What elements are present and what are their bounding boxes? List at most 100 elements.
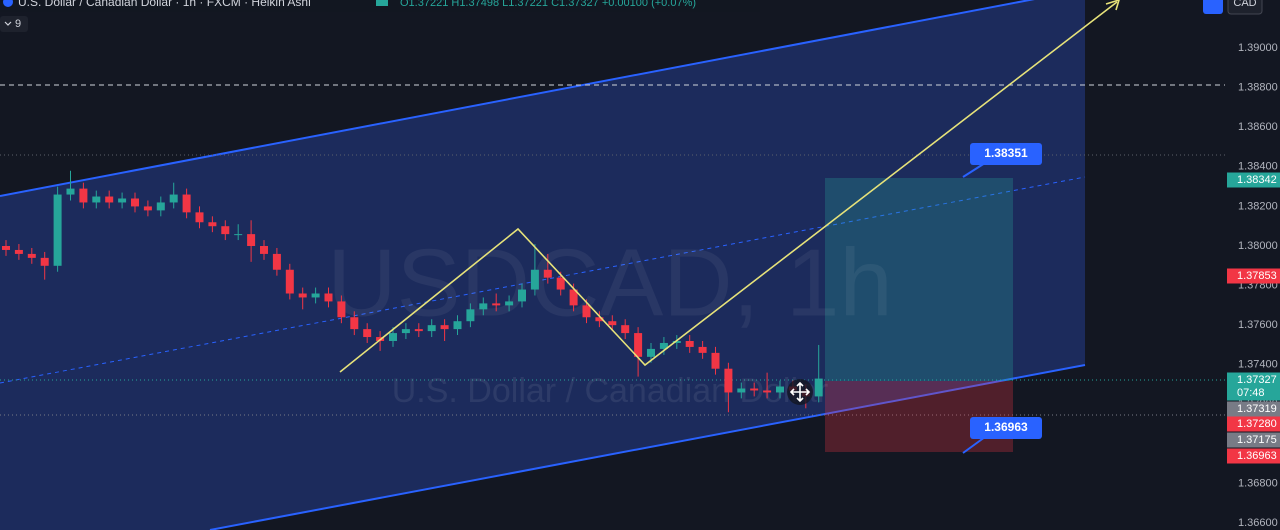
candle-body [156,202,165,211]
channel-upper [0,0,1035,197]
candle-body [66,188,75,195]
candle-body [698,346,707,353]
candle-body [440,325,449,330]
arrow-head [1105,0,1120,11]
alert-button[interactable] [1203,0,1223,14]
candle-body [414,329,423,332]
y-tick-label: 1.38800 [1238,82,1278,94]
watermark-symbol: USDCAD, 1h [327,229,893,336]
price-tag: 1.38342 [1237,174,1277,186]
axis-labels: 1.39000 1.38800 1.38600 1.38400 1.38200 1.380… [1227,42,1280,529]
candle-body [350,317,359,330]
target-label-bg [970,143,1042,165]
currency-label: CAD [1233,0,1256,9]
candle-body [169,194,178,203]
candle-body [518,289,526,302]
candle-body [92,196,101,203]
candle-body [337,301,346,318]
candle-body [79,188,88,203]
candle-body [298,293,307,298]
indicator-count: 9 [15,18,21,30]
candle-body [195,212,204,223]
candle-body [530,269,539,290]
candle-body [595,317,604,322]
label-pointer [962,162,986,178]
y-tick-label: 1.38200 [1238,200,1278,212]
candle-body [182,194,191,213]
position-loss [825,381,1013,452]
candle-body [737,388,746,393]
y-tick-label: 1.36600 [1238,517,1278,529]
candle-body [582,305,591,318]
candle-body [311,293,320,298]
position-profit [825,178,1013,381]
price-tag: 1.37175 [1237,434,1277,446]
candle-body [14,249,23,254]
candle-body [53,194,62,266]
candle-body [659,342,668,349]
price-tag: 1.37280 [1237,418,1277,430]
stop-label-bg [970,417,1042,439]
price-tag-bg [1227,172,1280,188]
pattern-drawing [339,1,1118,373]
indicators-toggle[interactable] [0,16,28,32]
candle-body [711,352,720,369]
candle-body [569,289,578,306]
price-tag-bg [1227,401,1280,417]
candle-body [453,321,462,330]
candle-body [505,301,514,306]
candle-body [234,234,243,236]
channel-mid [0,176,1086,384]
candle-body [427,325,436,332]
y-tick-label: 1.37600 [1238,319,1278,331]
candle-body [143,206,152,211]
candle-body [776,386,784,393]
price-tag-bg [1227,448,1280,464]
candle-body [492,303,501,306]
watermark-name: U.S. Dollar / Canadian Dollar [392,372,829,410]
candle-body [401,329,410,334]
candle-body [363,329,372,338]
candle-body [763,390,772,393]
channel-lower [209,364,1086,530]
ohlc-legend: O1.37221 H1.37498 L1.37221 C1.37327 +0.0… [400,0,696,9]
candle-body [647,348,655,357]
y-tick-label: 1.38600 [1238,121,1278,133]
y-tick-label: 1.38400 [1238,161,1278,173]
candle-body [118,198,127,203]
price-tag: 1.37853 [1237,270,1277,282]
candle-body [724,368,733,393]
candle-body [634,333,643,357]
y-tick-label: 1.38000 [1238,240,1278,252]
candles [2,170,823,413]
candle-body [543,269,552,278]
price-tag-bg [1227,432,1280,448]
candle-body [672,340,681,343]
candle-body [221,226,230,235]
price-tag-bg [1227,372,1280,401]
symbol-title: U.S. Dollar / Canadian Dollar · 1h · FXC… [18,0,311,9]
candle-body [272,253,281,270]
candle-body [685,340,694,347]
market-status [376,0,388,6]
candle-body [621,325,630,334]
channel-fill [0,0,1085,530]
chevron [4,21,12,26]
candle-body [608,321,617,326]
candle-body [479,303,488,310]
price-tag: 1.37319 [1237,403,1277,415]
price-tag: 1.37327 [1237,374,1277,386]
move-cursor [789,381,811,403]
price-tag: 1.36963 [1237,450,1277,462]
stop-label: 1.36963 [984,420,1028,434]
candle-body [466,309,475,322]
countdown: 07:48 [1237,387,1265,399]
currency-button[interactable] [1227,0,1263,15]
candle-body [260,246,268,254]
candle-body [105,196,114,203]
candle-body [285,269,294,294]
candle-body [208,222,217,227]
candle-body [2,246,10,250]
label-pointer [962,436,986,454]
